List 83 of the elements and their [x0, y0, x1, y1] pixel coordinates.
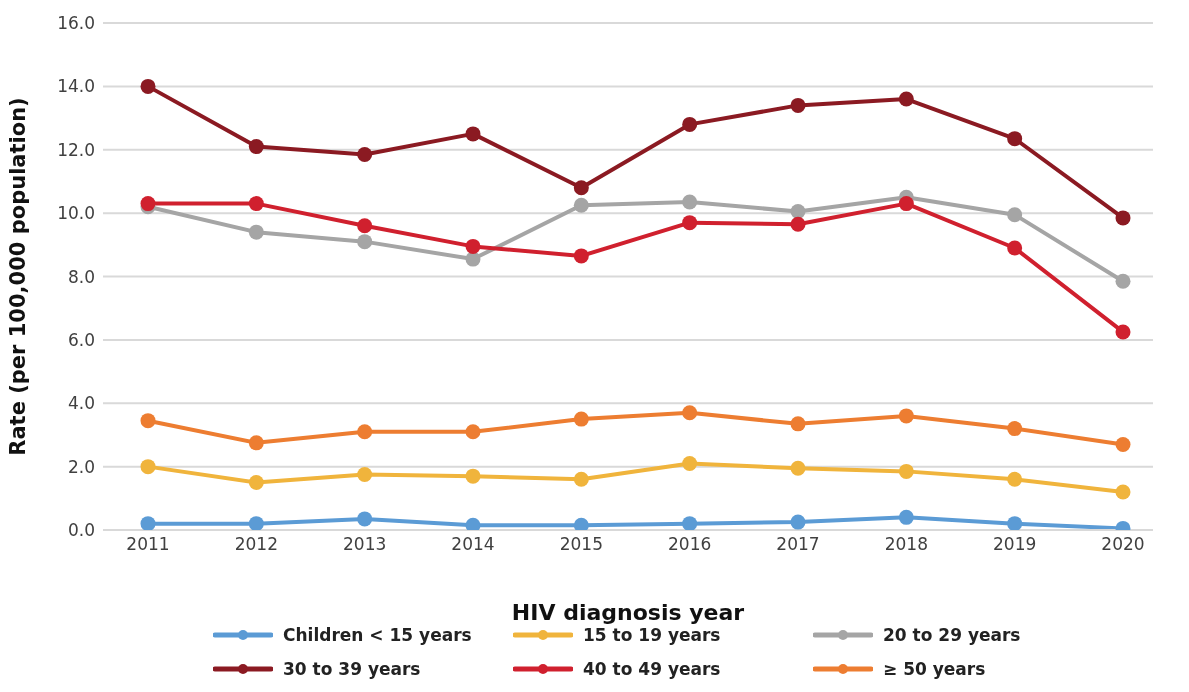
point [790, 416, 806, 432]
point [248, 474, 264, 490]
y-tick-label: 6.0 [67, 329, 95, 350]
point [465, 424, 481, 440]
point [898, 463, 914, 479]
point [465, 468, 481, 484]
x-tick-label: 2016 [668, 534, 712, 555]
y-tick-label: 8.0 [67, 266, 95, 287]
point [682, 215, 698, 231]
point [1115, 210, 1131, 226]
point [465, 126, 481, 142]
point [357, 147, 373, 162]
point [1007, 421, 1023, 437]
point [1115, 484, 1131, 500]
point [248, 196, 264, 212]
point [248, 516, 264, 530]
x-tick-label: 2019 [993, 534, 1037, 555]
legend-label: 15 to 19 years [583, 625, 721, 645]
point [140, 459, 156, 475]
point [1115, 324, 1131, 340]
point [248, 139, 264, 155]
legend-label: Children < 15 years [283, 625, 472, 645]
point [573, 180, 589, 196]
point [140, 516, 156, 530]
point [573, 471, 589, 487]
y-tick-label: 4.0 [67, 393, 95, 414]
y-tick-label: 10.0 [57, 203, 95, 224]
y-tick-label: 14.0 [57, 76, 95, 97]
point [465, 251, 481, 267]
legend-label: 30 to 39 years [283, 659, 421, 679]
y-tick-label: 2.0 [67, 456, 95, 477]
point [790, 460, 806, 476]
point [1007, 516, 1023, 530]
point [898, 509, 914, 525]
point [357, 218, 373, 234]
point [790, 514, 806, 530]
point [1007, 240, 1023, 256]
point [573, 197, 589, 213]
point [140, 78, 156, 94]
point [898, 91, 914, 107]
point [790, 204, 806, 220]
point [682, 455, 698, 471]
point [898, 408, 914, 424]
point [465, 238, 481, 254]
x-tick-label: 2013 [343, 534, 387, 555]
point [1007, 471, 1023, 487]
x-axis-title: HIV diagnosis year [511, 600, 745, 625]
y-tick-label: 0.0 [67, 520, 95, 541]
point [682, 405, 698, 421]
y-axis-title: Rate (per 100,000 population) [6, 97, 31, 456]
point [790, 216, 806, 232]
point [1115, 436, 1131, 452]
x-tick-label: 2011 [126, 534, 170, 555]
legend-label: 40 to 49 years [583, 659, 721, 679]
point [682, 194, 698, 210]
point [573, 517, 589, 530]
y-tick-label: 16.0 [57, 13, 95, 34]
point [140, 413, 156, 429]
point [465, 517, 481, 530]
point [357, 467, 373, 483]
point [357, 424, 373, 440]
x-tick-label: 2015 [559, 534, 603, 555]
point [1007, 131, 1023, 147]
x-tick-label: 2020 [1101, 534, 1145, 555]
legend-label: 20 to 29 years [883, 625, 1021, 645]
point [898, 196, 914, 212]
point [1115, 273, 1131, 289]
legend-label: ≥ 50 years [883, 659, 986, 679]
point [573, 411, 589, 427]
x-tick-label: 2012 [234, 534, 278, 555]
x-tick-label: 2014 [451, 534, 495, 555]
point [1007, 207, 1023, 223]
point [790, 97, 806, 113]
point [573, 248, 589, 264]
y-tick-label: 12.0 [57, 139, 95, 160]
point [248, 435, 264, 451]
point [357, 234, 373, 250]
x-tick-label: 2017 [776, 534, 820, 555]
point [682, 516, 698, 530]
x-tick-label: 2018 [884, 534, 928, 555]
point [682, 116, 698, 132]
point [357, 511, 373, 527]
point [248, 224, 264, 240]
